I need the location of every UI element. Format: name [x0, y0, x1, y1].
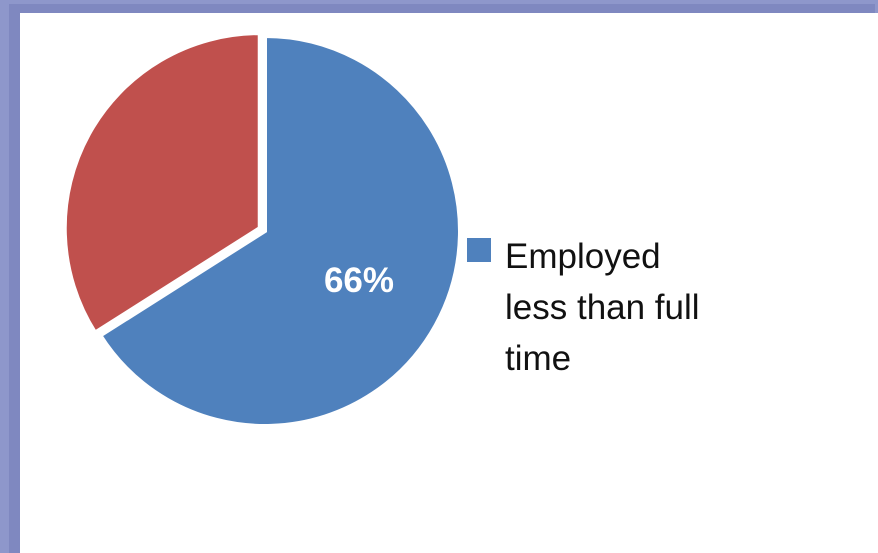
- pie-slice-2: [62, 31, 262, 336]
- legend-label: Employed less than full time: [505, 237, 700, 378]
- pie-chart: 66%: [62, 31, 462, 428]
- legend-swatch: [467, 238, 491, 262]
- pie-slice-1: [97, 33, 462, 428]
- slice-data-label: 66%: [324, 261, 394, 300]
- pie-labels: 66%: [324, 261, 394, 300]
- chart-area: 66% Employed less than full time: [20, 13, 878, 553]
- pie-slices: [62, 31, 462, 428]
